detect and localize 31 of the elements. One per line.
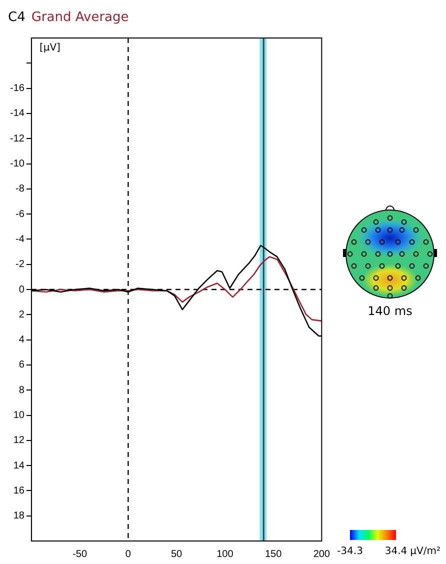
y-tick-label: -14 — [10, 108, 25, 120]
y-tick-label: -16 — [10, 83, 25, 94]
color-bar-label: -34.3 — [337, 546, 363, 557]
y-tick-label: 6 — [18, 360, 25, 371]
x-tick-label: 150 — [264, 548, 282, 560]
y-tick-label: 14 — [13, 460, 25, 472]
y-tick-label: 4 — [18, 334, 25, 346]
x-tick-label: 0 — [125, 548, 132, 560]
y-tick-label: -2 — [16, 259, 25, 270]
y-tick-label: 12 — [13, 435, 25, 446]
y-tick-label: 10 — [13, 410, 25, 421]
y-tick-label: 8 — [18, 384, 25, 396]
color-bar-label: 34.4 — [384, 546, 408, 557]
x-tick-label: 200 — [313, 548, 330, 560]
color-bar-title: µV/m² — [410, 546, 440, 557]
y-tick-label: 16 — [13, 485, 25, 496]
y-tick-label: -10 — [10, 158, 25, 170]
text: 140 ms — [366, 304, 414, 318]
text: Grand Average — [31, 10, 129, 25]
y-tick-label: -8 — [16, 184, 25, 195]
y-tick-label: 0 — [18, 284, 25, 296]
chart-title: C4 — [8, 10, 26, 25]
x-tick-label: 50 — [170, 548, 183, 560]
x-tick-label: -50 — [72, 548, 88, 560]
y-tick-label: 2 — [18, 309, 25, 320]
y-tick-label: 18 — [13, 510, 25, 522]
y-tick-label: -6 — [16, 208, 25, 220]
y-tick-label: -12 — [10, 133, 25, 144]
y-axis-title: [µV] — [39, 42, 61, 54]
x-tick-label: 100 — [216, 548, 234, 560]
y-tick-label: -4 — [16, 234, 25, 245]
